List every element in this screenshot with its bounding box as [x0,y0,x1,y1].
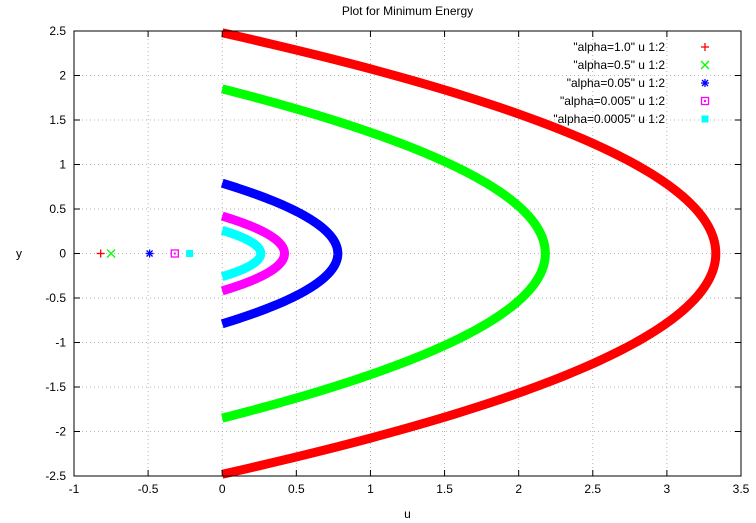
series-point [186,250,194,257]
legend-marker [701,79,709,87]
series-curve [220,178,343,329]
series-2 [145,178,343,329]
chart-title: Plot for Minimum Energy [342,4,473,18]
y-axis-label: y [16,247,22,261]
x-tick-label: 1 [367,482,374,496]
x-tick-label: 1.5 [436,482,453,496]
y-tick-label: 2.5 [49,24,66,38]
legend: "alpha=1.0" u 1:2 "alpha=0.5" u 1:2 "alpha… [553,40,710,126]
x-tick-label: 2.5 [584,482,601,496]
legend-marker [701,43,709,51]
axis-ticks: -1 -0.5 0 0.5 1 1.5 2 2.5 3 3.5 2.5 2 1.5 1 0.5 0 -0.5 -1… [45,24,749,496]
y-tick-label: -1.5 [45,380,66,394]
legend-marker [700,96,710,106]
x-tick-label: 2 [515,482,522,496]
y-tick-label: 1.5 [49,113,66,127]
series-point [96,249,105,258]
y-tick-label: 0.5 [49,202,66,216]
data-series [96,28,721,479]
series-4 [186,226,266,281]
y-tick-label: -2.5 [45,469,66,483]
legend-label: "alpha=0.005" u 1:2 [560,94,665,108]
legend-label: "alpha=1.0" u 1:2 [573,40,665,54]
legend-label: "alpha=0.0005" u 1:2 [553,112,665,126]
y-tick-label: 0 [59,247,66,261]
legend-marker [701,115,709,123]
y-tick-label: 1 [59,158,66,172]
series-point [170,249,179,258]
y-tick-label: -2 [55,425,66,439]
x-tick-label: 3.5 [733,482,750,496]
legend-marker [700,60,710,70]
y-tick-label: -0.5 [45,291,66,305]
y-tick-label: -1 [55,336,66,350]
x-axis-label: u [404,507,411,521]
x-tick-label: 0.5 [288,482,305,496]
series-curve [221,84,550,423]
series-3 [170,211,289,296]
legend-label: "alpha=0.5" u 1:2 [573,58,665,72]
series-point [145,249,154,258]
series-curve [221,28,721,479]
legend-label: "alpha=0.05" u 1:2 [567,76,666,90]
x-tick-label: 3 [664,482,671,496]
series-curve [219,211,289,296]
series-0 [96,28,721,479]
y-tick-label: 2 [59,69,66,83]
x-tick-label: -0.5 [138,482,159,496]
series-point [106,249,116,258]
series-1 [106,84,550,423]
series-curve [218,226,266,281]
x-tick-label: 0 [219,482,226,496]
x-tick-label: -1 [69,482,80,496]
